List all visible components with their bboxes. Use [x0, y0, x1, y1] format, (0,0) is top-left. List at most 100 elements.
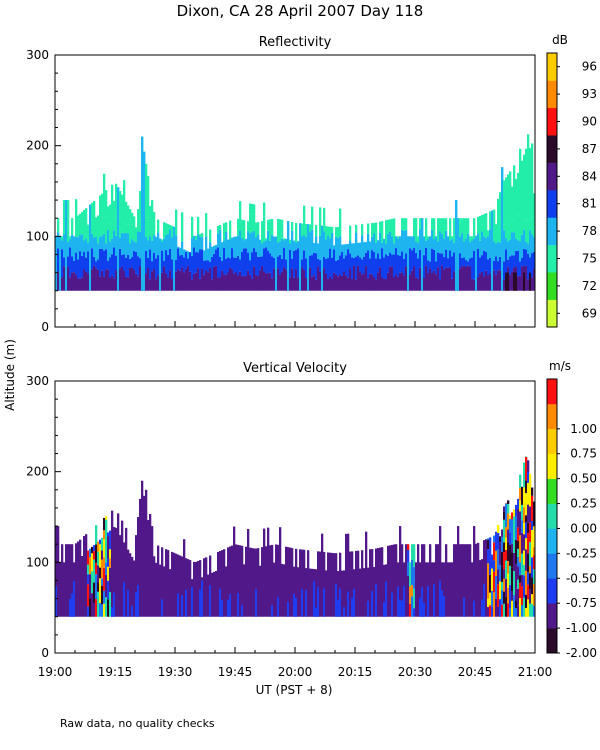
data-cell — [463, 544, 466, 617]
data-cell — [519, 500, 522, 512]
data-cell — [113, 247, 116, 279]
data-cell — [253, 204, 256, 215]
data-cell — [385, 243, 388, 255]
data-cell — [77, 541, 80, 617]
data-cell — [473, 238, 476, 251]
data-cell — [271, 544, 274, 617]
colorbar-swatch — [547, 135, 557, 163]
data-cell — [269, 545, 272, 617]
data-cell — [521, 504, 524, 521]
data-cell — [111, 275, 114, 291]
data-cell — [507, 573, 510, 588]
data-cell — [309, 255, 312, 268]
data-cell — [61, 544, 64, 617]
data-cell — [343, 570, 346, 617]
data-cell — [209, 261, 212, 268]
data-cell — [327, 226, 330, 236]
data-cell — [121, 520, 124, 617]
data-cell — [439, 221, 442, 232]
data-cell — [513, 220, 516, 233]
data-cell — [127, 233, 130, 255]
data-cell — [209, 585, 212, 617]
data-cell — [73, 272, 76, 291]
data-cell — [247, 270, 250, 291]
data-cell — [519, 275, 522, 291]
data-cell — [493, 223, 496, 242]
data-cell — [247, 252, 250, 271]
data-cell — [309, 232, 312, 256]
data-cell — [517, 172, 520, 215]
data-cell — [223, 240, 226, 248]
data-cell — [421, 544, 424, 617]
data-cell — [191, 255, 194, 280]
data-cell — [71, 220, 74, 235]
data-cell — [349, 551, 352, 617]
data-cell — [527, 253, 530, 280]
data-cell — [167, 233, 170, 255]
data-cell — [317, 551, 320, 617]
data-cell — [427, 272, 430, 291]
data-cell — [407, 601, 410, 617]
data-cell — [367, 600, 370, 617]
data-cell — [443, 218, 446, 239]
data-cell — [235, 258, 238, 273]
data-cell — [429, 544, 432, 617]
data-cell — [57, 271, 60, 291]
data-cell — [517, 548, 520, 557]
data-cell — [147, 257, 150, 269]
data-cell — [301, 267, 304, 291]
data-cell — [293, 593, 296, 617]
data-cell — [315, 279, 318, 291]
data-cell — [379, 232, 382, 259]
data-cell — [441, 218, 444, 234]
data-cell — [131, 556, 134, 617]
data-cell — [533, 252, 536, 270]
data-cell — [95, 261, 98, 269]
data-cell — [481, 255, 484, 273]
data-cell — [383, 278, 386, 291]
data-cell — [503, 569, 506, 579]
data-cell — [477, 248, 480, 278]
data-cell — [511, 591, 514, 601]
data-cell — [205, 557, 208, 617]
data-cell — [91, 571, 94, 594]
data-cell — [57, 218, 60, 221]
data-cell — [227, 547, 230, 617]
data-cell — [357, 242, 360, 256]
data-cell — [525, 249, 528, 266]
data-cell — [145, 489, 148, 617]
data-cell — [279, 527, 282, 617]
data-cell — [125, 276, 128, 291]
data-cell — [495, 598, 498, 617]
data-cell — [397, 276, 400, 291]
data-cell — [407, 236, 410, 291]
data-cell — [85, 238, 88, 258]
data-cell — [193, 561, 196, 617]
data-cell — [213, 266, 216, 291]
data-cell — [197, 268, 200, 291]
data-cell — [159, 564, 162, 617]
data-cell — [135, 227, 138, 243]
data-cell — [119, 191, 122, 217]
data-cell — [313, 243, 316, 253]
data-cell — [219, 229, 222, 257]
data-cell — [319, 222, 322, 236]
data-cell — [95, 544, 98, 563]
data-cell — [341, 252, 344, 276]
data-cell — [63, 218, 66, 235]
data-cell — [87, 251, 90, 274]
data-cell — [477, 233, 480, 249]
data-cell — [225, 566, 228, 617]
data-cell — [401, 544, 404, 617]
data-cell — [103, 233, 106, 251]
data-cell — [117, 513, 120, 617]
data-cell — [135, 242, 138, 252]
data-cell — [329, 248, 332, 277]
data-cell — [245, 546, 248, 617]
data-cell — [419, 249, 422, 268]
data-cell — [511, 552, 514, 568]
data-cell — [263, 202, 266, 217]
data-cell — [91, 593, 94, 617]
data-cell — [519, 535, 522, 547]
data-cell — [139, 219, 142, 232]
